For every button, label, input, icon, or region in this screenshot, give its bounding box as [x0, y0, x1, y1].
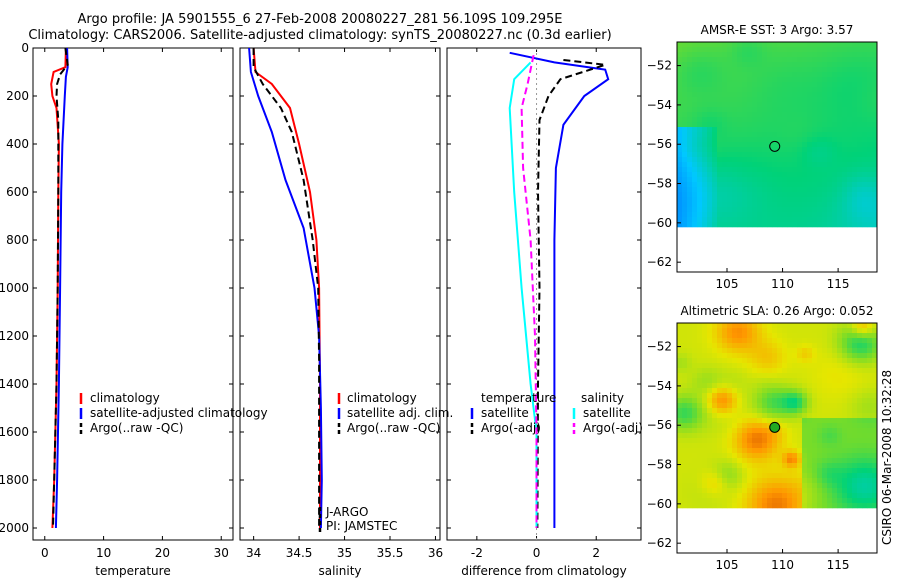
sla-map-frame — [676, 322, 878, 554]
map-title: Altimetric SLA: 0.26 Argo: 0.052 — [680, 304, 873, 318]
y-tick-label: 200 — [6, 89, 29, 103]
legend-entry: satellite adj. clim. — [347, 406, 453, 420]
x-tick-label: 105 — [716, 558, 739, 572]
x-tick-label: 35.5 — [377, 546, 404, 560]
x-tick-label: 30 — [214, 546, 229, 560]
x-axis-label: temperature — [95, 564, 170, 578]
y-tick-label: −56 — [647, 137, 672, 151]
footer-timestamp: CSIRO 06-Mar-2008 10:32:28 — [880, 369, 894, 545]
legend-entry: climatology — [347, 391, 417, 405]
y-tick-label: −62 — [647, 255, 672, 269]
x-tick-label: 105 — [716, 277, 739, 291]
legend-entry: Argo(-adj) — [583, 421, 643, 435]
temperature-profile: 0 10 20 30 0 200 400 600 800 1000 1200 1400 1600 1800… — [0, 41, 234, 578]
series-salinity-satellite — [508, 61, 538, 528]
y-tick-label: −62 — [647, 536, 672, 550]
series-salinity-argo-adj- — [520, 54, 538, 528]
y-tick-label: 0 — [21, 41, 29, 55]
x-tick-label: 110 — [771, 277, 794, 291]
y-tick-label: 400 — [6, 137, 29, 151]
sst-map-frame — [676, 41, 878, 273]
map-title: AMSR-E SST: 3 Argo: 3.57 — [701, 23, 854, 37]
sst-map-image — [677, 42, 878, 228]
y-tick-label: 1600 — [0, 425, 29, 439]
y-tick-label: 1000 — [0, 281, 29, 295]
salinity-profile-frame — [239, 47, 441, 541]
series-temperature-argo-adj- — [536, 59, 606, 529]
legend-entry: Argo(..raw -QC) — [90, 421, 183, 435]
series-argo-raw-qc- — [252, 48, 321, 528]
x-tick-label: 35 — [337, 546, 352, 560]
y-tick-label: 600 — [6, 185, 29, 199]
y-tick-label: −52 — [647, 59, 672, 73]
series-satellite-adjusted-climatology — [54, 48, 69, 529]
y-tick-label: 800 — [6, 233, 29, 247]
x-tick-label: 0 — [41, 546, 49, 560]
legend-entry: Argo(..raw -QC) — [347, 421, 440, 435]
y-tick-label: −54 — [647, 379, 672, 393]
y-tick-label: −58 — [647, 177, 672, 191]
difference-profile: -2 0 2 difference from climatology — [446, 47, 642, 578]
argo-location-marker — [769, 140, 781, 152]
series-temperature-satellite — [509, 51, 610, 528]
annotation: PI: JAMSTEC — [326, 519, 397, 533]
sla-map: 105 110 115 −52 −54 −56 −58 −60 −62 Altimetric SL… — [647, 304, 878, 572]
x-tick-label: 34 — [246, 546, 261, 560]
argo-location-marker — [769, 421, 781, 433]
x-tick-label: 20 — [155, 546, 170, 560]
series-satellite-adj-clim- — [248, 48, 323, 529]
y-tick-label: 2000 — [0, 521, 29, 535]
y-tick-label: 1400 — [0, 377, 29, 391]
x-axis-label: salinity — [318, 564, 361, 578]
sla-map-image — [677, 323, 878, 509]
legend-entry: Argo(-adj) — [481, 421, 541, 435]
annotation: J-ARGO — [325, 505, 368, 519]
legend-entry: climatology — [90, 391, 160, 405]
y-tick-label: −54 — [647, 98, 672, 112]
series-argo-raw-qc- — [52, 48, 69, 529]
x-tick-label: 0 — [533, 546, 541, 560]
y-tick-label: 1800 — [0, 473, 29, 487]
temperature-profile-frame — [32, 47, 234, 541]
legend-entry: satellite-adjusted climatology — [90, 406, 268, 420]
legend-heading: temperature — [481, 391, 556, 405]
y-tick-label: −58 — [647, 458, 672, 472]
x-axis-label: difference from climatology — [461, 564, 627, 578]
x-tick-label: -2 — [471, 546, 483, 560]
x-tick-label: 2 — [592, 546, 600, 560]
difference-profile-frame — [446, 47, 642, 541]
y-tick-label: −60 — [647, 216, 672, 230]
figure-title-line1: Argo profile: JA 5901555_6 27-Feb-2008 2… — [77, 12, 563, 27]
y-tick-label: 1200 — [0, 329, 29, 343]
x-tick-label: 36 — [428, 546, 443, 560]
x-tick-label: 10 — [96, 546, 111, 560]
x-tick-label: 110 — [771, 558, 794, 572]
sst-map: 105 110 115 −52 −54 −56 −58 −60 −62 AMSR-E SST: 3… — [647, 23, 878, 291]
y-tick-label: −60 — [647, 497, 672, 511]
figure-title-line2: Climatology: CARS2006. Satellite-adjuste… — [28, 28, 612, 43]
legend-entry: satellite — [481, 406, 529, 420]
x-tick-label: 34.5 — [286, 546, 313, 560]
y-tick-label: −52 — [647, 340, 672, 354]
y-tick-label: −56 — [647, 418, 672, 432]
salinity-profile: 34 34.5 35 35.5 36 salinity — [239, 47, 443, 578]
x-tick-label: 115 — [827, 558, 850, 572]
legend-entry: satellite — [583, 406, 631, 420]
legend-heading: salinity — [581, 391, 624, 405]
difference-legend: temperaturesatelliteArgo(-adj)salinitysa… — [470, 391, 643, 435]
x-tick-label: 115 — [827, 277, 850, 291]
